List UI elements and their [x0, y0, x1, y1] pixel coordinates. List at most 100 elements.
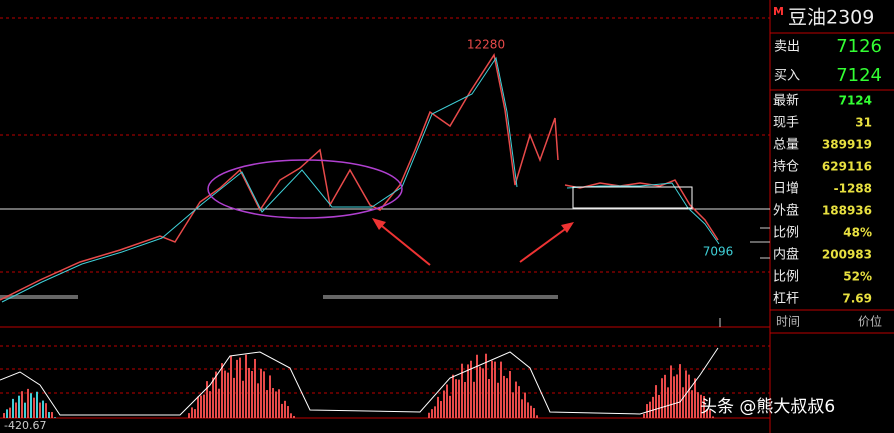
stat-label: 总量 — [773, 138, 799, 153]
high-label: 12280 — [467, 38, 505, 52]
stat-value: 200983 — [822, 248, 872, 262]
volume-bar — [33, 397, 35, 418]
volume-bar — [515, 381, 517, 418]
stat-value: 188936 — [822, 204, 872, 218]
volume-bar — [440, 401, 442, 418]
arrow-head — [372, 218, 386, 230]
volume-bar — [221, 363, 223, 418]
price-line — [0, 53, 559, 301]
stat-value: 7.69 — [842, 292, 872, 306]
volume-bar — [272, 388, 274, 418]
price-line — [1, 56, 518, 303]
volume-bar — [664, 374, 666, 418]
volume-bar — [21, 391, 23, 418]
volume-bar — [646, 404, 648, 418]
volume-bar — [688, 374, 690, 418]
volume-bar — [518, 386, 520, 418]
volume-bar — [691, 390, 693, 418]
volume-bar — [215, 371, 217, 418]
indicator-value: -420.67 — [4, 419, 46, 432]
volume-bar — [284, 400, 286, 418]
volume-bar — [455, 379, 457, 418]
volume-bar — [464, 381, 466, 418]
volume-bar — [54, 417, 56, 418]
volume-bar — [251, 371, 253, 418]
volume-bar — [194, 409, 196, 418]
volume-bar — [48, 412, 50, 418]
arrow — [376, 221, 431, 266]
scrollbar[interactable] — [323, 295, 558, 299]
stat-value: 389919 — [822, 138, 872, 152]
volume-bar — [700, 394, 702, 418]
volume-bar — [18, 395, 20, 418]
volume-bar — [266, 390, 268, 418]
stat-label: 现手 — [773, 116, 799, 131]
volume-bar — [206, 381, 208, 418]
volume-bar — [428, 412, 430, 418]
volume-bar — [643, 413, 645, 418]
volume-bar — [263, 371, 265, 418]
scrollbar[interactable] — [0, 295, 78, 299]
volume-bar — [703, 395, 705, 418]
volume-bar — [287, 406, 289, 418]
volume-bar — [494, 361, 496, 418]
volume-bar — [452, 374, 454, 418]
volume-bar — [479, 366, 481, 418]
volume-bar — [36, 391, 38, 418]
contract-name: 豆油2309 — [788, 7, 874, 29]
volume-bar — [670, 365, 672, 418]
stat-label: 外盘 — [773, 203, 799, 219]
volume-bar — [281, 403, 283, 418]
volume-bar — [3, 413, 5, 418]
volume-bar — [248, 367, 250, 418]
volume-bar — [649, 401, 651, 418]
volume-bar — [485, 353, 487, 418]
stat-value: 7124 — [839, 94, 872, 108]
volume-bar — [45, 403, 47, 418]
stat-value: 629116 — [822, 160, 872, 174]
volume-bar — [652, 396, 654, 418]
volume-bar — [233, 377, 235, 418]
volume-bar — [667, 387, 669, 418]
volume-bar — [682, 387, 684, 418]
volume-bar — [191, 407, 193, 418]
volume-bar — [51, 412, 53, 418]
volume-bar — [230, 355, 232, 418]
volume-bar — [446, 384, 448, 418]
volume-bar — [533, 408, 535, 418]
volume-bar — [655, 385, 657, 418]
volume-bar — [15, 402, 17, 418]
quote-panel: 卖出 7126 买入 7124 最新 7124 现手 31 总量 389919 持仓 629116 日增… — [773, 36, 882, 307]
stat-label: 内盘 — [773, 247, 799, 263]
price-line — [564, 179, 719, 241]
volume-bar — [461, 363, 463, 418]
volume-bar — [679, 364, 681, 418]
consolidation-box — [572, 186, 693, 209]
volume-bar — [203, 394, 205, 418]
quote-label: 买入 — [774, 69, 800, 84]
quote-value: 7124 — [836, 65, 882, 86]
arrow — [519, 226, 569, 263]
volume-bar — [434, 406, 436, 418]
arrow-head — [561, 222, 574, 233]
volume-bar — [236, 359, 238, 418]
volume-bar — [473, 381, 475, 418]
volume-bar — [524, 392, 526, 418]
volume-bar — [530, 405, 532, 418]
volume-bar — [293, 415, 295, 418]
volume-bar — [188, 413, 190, 418]
stat-label: 比例 — [773, 226, 799, 241]
volume-bar — [209, 391, 211, 418]
volume-bar — [200, 395, 202, 418]
volume-bar — [497, 382, 499, 418]
volume-bar — [254, 358, 256, 418]
volume-bar — [30, 393, 32, 418]
stat-value: -1288 — [834, 182, 872, 196]
contract-marker: M — [773, 5, 784, 18]
volume-bar — [706, 409, 708, 418]
volume-bar — [212, 377, 214, 418]
watermark: 头条 @熊大叔叔6 — [700, 397, 835, 417]
volume-bar — [260, 368, 262, 418]
